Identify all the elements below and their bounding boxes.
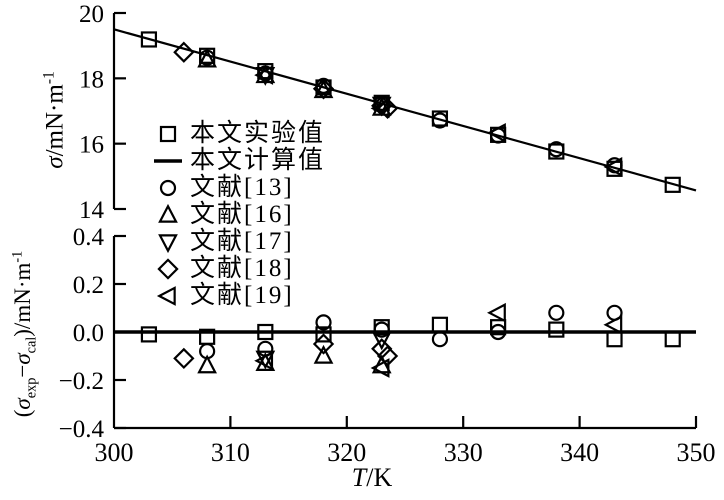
x-axis-label: T/K	[352, 463, 392, 493]
marker-triangle-up	[197, 354, 217, 374]
x-tick-label: 350	[677, 438, 716, 467]
bottom-y-unit: )/mN·m	[10, 262, 36, 337]
bottom-y-exponent: -1	[9, 250, 26, 263]
x-tick-label: 340	[560, 438, 599, 467]
marker-square	[140, 31, 158, 48]
legend-item-label: 本文实验值	[190, 120, 326, 147]
bottom-y-tick-label: 0.0	[73, 320, 104, 347]
legend-item-triangle-left: 文献[19]	[152, 282, 325, 309]
marker-square	[140, 326, 158, 343]
marker-circle	[548, 141, 565, 158]
x-tick-label: 300	[95, 438, 134, 467]
sub-cal: cal	[23, 336, 40, 354]
legend-item-label: 本文计算值	[190, 147, 326, 174]
sigma-symbol: σ	[41, 156, 69, 169]
legend-item-label: 文献[18]	[190, 255, 294, 282]
legend-marker-triangle-up-icon	[158, 203, 178, 223]
legend-marker-circle-icon	[159, 179, 177, 196]
marker-triangle-left	[370, 98, 390, 119]
marker-triangle-left	[486, 123, 506, 143]
marker-triangle-left	[254, 350, 274, 371]
legend-marker-triangle-left-icon	[156, 285, 176, 306]
x-tick-label: 310	[211, 438, 250, 467]
marker-circle	[431, 112, 449, 129]
legend-item-diamond: 文献[18]	[152, 255, 325, 282]
marker-diamond	[312, 78, 335, 100]
legend: 本文实验值 本文计算值 文献[13] 文献[16] 文献[17] 文献[18] 文献[19]	[152, 120, 325, 309]
marker-square	[431, 316, 449, 333]
marker-square	[490, 319, 507, 336]
marker-triangle-left	[486, 302, 506, 323]
x-tick-label: 330	[444, 438, 483, 467]
marker-diamond	[157, 257, 179, 280]
temperature-symbol: T	[351, 463, 367, 492]
bottom-y-tick-label: −0.2	[59, 368, 104, 395]
marker-square	[315, 326, 332, 343]
top-y-tick-label: 14	[79, 197, 105, 224]
marker-triangle-left	[254, 65, 274, 85]
marker-circle	[315, 314, 332, 331]
marker-triangle-down	[255, 66, 276, 86]
marker-circle	[373, 321, 390, 338]
top-y-tick-label: 16	[79, 132, 104, 159]
marker-square	[664, 331, 681, 348]
legend-item-square: 本文实验值	[152, 120, 325, 147]
x-tick-label: 320	[327, 438, 366, 467]
marker-square	[606, 331, 623, 348]
top-y-tick-label: 18	[79, 66, 104, 93]
marker-circle	[431, 331, 449, 348]
legend-marker-diamond-icon	[157, 257, 179, 280]
bottom-y-tick-label: −0.4	[59, 416, 105, 443]
legend-item-triangle-up: 文献[16]	[152, 201, 325, 228]
sub-exp: exp	[23, 377, 40, 399]
marker-square	[548, 321, 565, 338]
marker-triangle-left	[603, 314, 623, 335]
marker-triangle-up	[158, 203, 178, 223]
marker-square	[159, 125, 177, 142]
marker-triangle-up	[313, 344, 334, 364]
sigma-cal-symbol: σ	[10, 353, 36, 365]
legend-item-label: 文献[19]	[190, 282, 294, 309]
marker-triangle-down	[371, 331, 392, 351]
bottom-y-axis-label: (σexp−σcal)/mN·m-1	[9, 251, 40, 418]
top-y-axis-label: σ/mN·m-1	[40, 71, 69, 168]
marker-diamond	[173, 41, 195, 63]
legend-marker-triangle-down-icon	[158, 233, 178, 253]
legend-item-line: 本文计算值	[152, 147, 325, 174]
marker-triangle-down	[158, 233, 178, 253]
legend-item-label: 文献[17]	[190, 228, 294, 255]
marker-circle	[490, 323, 507, 341]
marker-square	[257, 323, 274, 341]
minus-sign: −	[10, 364, 36, 378]
paren-open: (	[10, 409, 36, 418]
top-y-exponent: -1	[40, 71, 58, 85]
legend-item-label: 文献[13]	[190, 174, 294, 201]
legend-item-circle: 文献[13]	[152, 174, 325, 201]
bottom-y-tick-label: 0.2	[73, 272, 104, 299]
marker-diamond	[376, 97, 399, 120]
marker-circle	[548, 304, 565, 321]
bottom-y-tick-label: 0.4	[73, 224, 105, 251]
legend-marker-line-icon	[154, 158, 182, 163]
marker-diamond	[173, 347, 195, 370]
marker-circle	[159, 179, 177, 196]
top-y-unit: /mN·m	[41, 84, 69, 157]
marker-square	[664, 176, 681, 193]
marker-triangle-left	[370, 358, 390, 378]
x-axis-unit: /K	[366, 463, 393, 492]
legend-item-triangle-down: 文献[17]	[152, 228, 325, 255]
marker-triangle-left	[603, 156, 623, 177]
marker-diamond	[312, 333, 335, 355]
legend-marker-square-icon	[159, 125, 177, 142]
marker-triangle-left	[156, 285, 176, 306]
marker-triangle-up	[197, 48, 217, 68]
top-y-tick-label: 20	[79, 1, 104, 28]
legend-item-label: 文献[16]	[190, 201, 294, 228]
sigma-exp-symbol: σ	[10, 398, 36, 410]
